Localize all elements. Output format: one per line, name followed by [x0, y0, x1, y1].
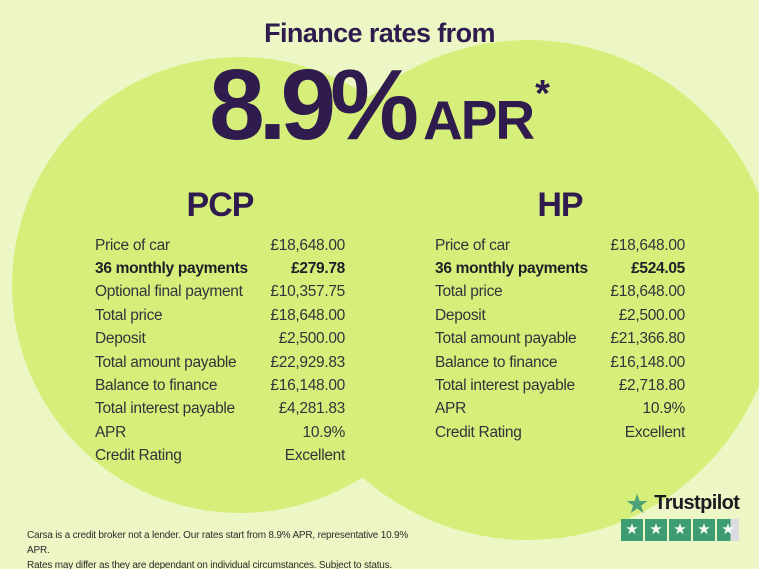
- star-box-filled: ★: [645, 519, 667, 541]
- row-value: Excellent: [624, 423, 686, 441]
- page-title: Finance rates from: [264, 18, 495, 48]
- row-label: Total price: [95, 306, 163, 324]
- table-row: Total amount payable £21,366.80: [435, 328, 685, 351]
- row-value: £2,500.00: [278, 330, 346, 348]
- row-value: £4,281.83: [278, 400, 346, 418]
- row-label: Total interest payable: [95, 400, 235, 418]
- table-row: Total interest payable £4,281.83: [95, 398, 345, 421]
- table-row: Credit Rating Excellent: [95, 445, 345, 468]
- table-row: Price of car £18,648.00: [435, 234, 685, 257]
- row-value: £279.78: [291, 260, 345, 278]
- star-box-filled: ★: [669, 519, 691, 541]
- trustpilot-wordmark: Trustpilot: [654, 492, 740, 514]
- trustpilot-star-icon: ★: [625, 488, 650, 519]
- row-label: Total amount payable: [95, 353, 237, 371]
- row-label: Optional final payment: [95, 283, 243, 301]
- row-value: £22,929.83: [270, 353, 345, 371]
- row-value: Excellent: [284, 447, 346, 465]
- trustpilot-logo: ★ Trustpilot: [625, 488, 740, 519]
- table-row: 36 monthly payments £279.78: [95, 257, 345, 280]
- row-value: 10.9%: [642, 400, 686, 418]
- row-label: Total price: [435, 283, 503, 301]
- row-value: £18,648.00: [610, 283, 685, 301]
- star-icon: ★: [625, 521, 639, 538]
- row-value: £10,357.75: [270, 283, 345, 301]
- row-value: £21,366.80: [610, 330, 685, 348]
- row-label: APR: [435, 400, 466, 418]
- row-value: £16,148.00: [270, 377, 345, 395]
- row-label: Price of car: [435, 236, 510, 254]
- disclaimer-line-2: Rates may differ as they are dependant o…: [27, 560, 393, 569]
- row-label: APR: [95, 423, 126, 441]
- table-row: Balance to finance £16,148.00: [95, 374, 345, 397]
- row-label: Total interest payable: [435, 377, 575, 395]
- row-value: £18,648.00: [610, 236, 685, 254]
- star-icon: ★: [697, 521, 711, 538]
- row-label: Credit Rating: [95, 447, 182, 465]
- headline: 8.9% APR *: [0, 55, 759, 155]
- pcp-table-rows: Price of car £18,648.00 36 monthly payme…: [95, 234, 345, 468]
- star-icon: ★: [721, 521, 735, 538]
- row-label: Balance to finance: [435, 353, 558, 371]
- table-row: Price of car £18,648.00: [95, 234, 345, 257]
- table-row: Total price £18,648.00: [95, 304, 345, 327]
- table-row: Balance to finance £16,148.00: [435, 351, 685, 374]
- row-label: 36 monthly payments: [435, 260, 588, 278]
- row-label: Credit Rating: [435, 423, 522, 441]
- table-row: Total amount payable £22,929.83: [95, 351, 345, 374]
- table-row: Credit Rating Excellent: [435, 421, 685, 444]
- star-box-filled: ★: [693, 519, 715, 541]
- headline-rate: 8.9%: [209, 49, 419, 161]
- row-value: £524.05: [631, 260, 685, 278]
- table-row: APR 10.9%: [95, 421, 345, 444]
- row-value: £18,648.00: [270, 306, 345, 324]
- row-label: Deposit: [435, 306, 486, 324]
- hp-table-header: HP: [537, 186, 583, 224]
- table-row: Optional final payment £10,357.75: [95, 281, 345, 304]
- pcp-table: PCP Price of car £18,648.00 36 monthly p…: [95, 188, 345, 468]
- table-row: 36 monthly payments £524.05: [435, 257, 685, 280]
- row-label: Deposit: [95, 330, 146, 348]
- row-value: £16,148.00: [610, 353, 685, 371]
- table-row: Total price £18,648.00: [435, 281, 685, 304]
- background-circle-right: [278, 40, 759, 540]
- row-value: 10.9%: [302, 423, 346, 441]
- hp-table: HP Price of car £18,648.00 36 monthly pa…: [435, 188, 685, 445]
- table-row: Total interest payable £2,718.80: [435, 374, 685, 397]
- star-icon: ★: [649, 521, 663, 538]
- row-label: Balance to finance: [95, 377, 218, 395]
- table-row: APR 10.9%: [435, 398, 685, 421]
- table-row: Deposit £2,500.00: [95, 328, 345, 351]
- pcp-table-header: PCP: [186, 186, 255, 224]
- disclaimer-line-1: Carsa is a credit broker not a lender. O…: [27, 530, 409, 556]
- star-box-partial: ★: [717, 519, 739, 541]
- trustpilot-rating-stars: ★ ★ ★ ★ ★: [621, 519, 739, 541]
- headline-apr-label: APR: [423, 89, 535, 151]
- disclaimer-text: Carsa is a credit broker not a lender. O…: [27, 528, 427, 569]
- star-box-filled: ★: [621, 519, 643, 541]
- row-value: £2,500.00: [618, 306, 686, 324]
- hp-table-rows: Price of car £18,648.00 36 monthly payme…: [435, 234, 685, 445]
- row-label: Price of car: [95, 236, 170, 254]
- headline-asterisk: *: [535, 73, 550, 115]
- row-value: £18,648.00: [270, 236, 345, 254]
- row-label: 36 monthly payments: [95, 260, 248, 278]
- row-label: Total amount payable: [435, 330, 577, 348]
- row-value: £2,718.80: [618, 377, 686, 395]
- table-row: Deposit £2,500.00: [435, 304, 685, 327]
- star-icon: ★: [673, 521, 687, 538]
